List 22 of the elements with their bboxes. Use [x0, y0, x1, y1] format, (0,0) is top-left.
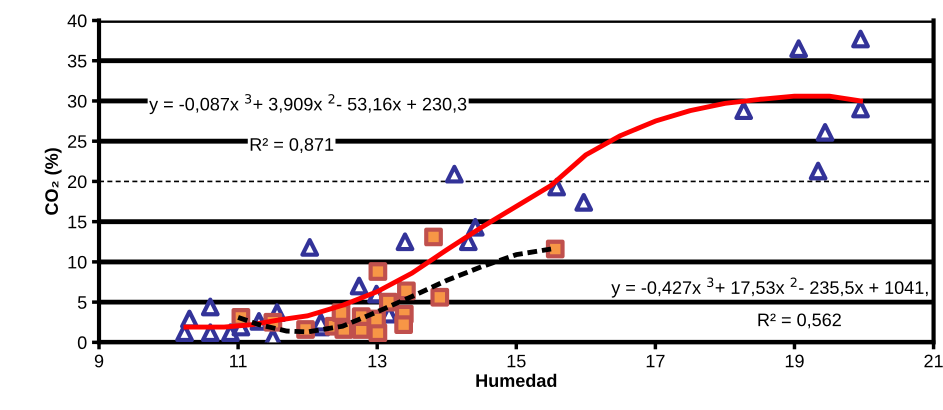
x-tick-label: 19 [786, 354, 804, 368]
x-tick-label: 21 [924, 354, 943, 368]
x-axis-title: Humedad [476, 374, 556, 388]
y-tick-label: 15 [68, 216, 86, 228]
y-tick-label: 5 [78, 296, 86, 309]
x-tick-label: 9 [94, 354, 104, 368]
y-tick-label: 20 [68, 175, 87, 188]
annotation: y = -0,427x $^{3}$+ 17,53x $^{2}$- 235,5x + 1041, [611, 278, 928, 298]
annotation: R² = 0,871 [250, 138, 334, 153]
y-tick-label: 30 [68, 94, 87, 108]
annotation: R² = 0,562 [758, 313, 841, 328]
y-tick-label: 0 [78, 336, 87, 350]
y-axis-title: CO₂ (%) [44, 148, 62, 215]
y-tick-label: 35 [68, 54, 86, 68]
annotation: y = -0,087x $^{3}$+ 3,909x $^{2}$- 53,16x + 230,3 [149, 94, 466, 114]
x-tick-label: 15 [508, 354, 526, 368]
y-tick-label: 25 [68, 135, 86, 148]
x-tick-label: 11 [230, 354, 247, 368]
x-tick-label: 13 [368, 354, 386, 368]
y-tick-label: 40 [68, 14, 87, 28]
x-tick-label: 17 [646, 354, 665, 368]
y-tick-label: 10 [68, 256, 87, 269]
